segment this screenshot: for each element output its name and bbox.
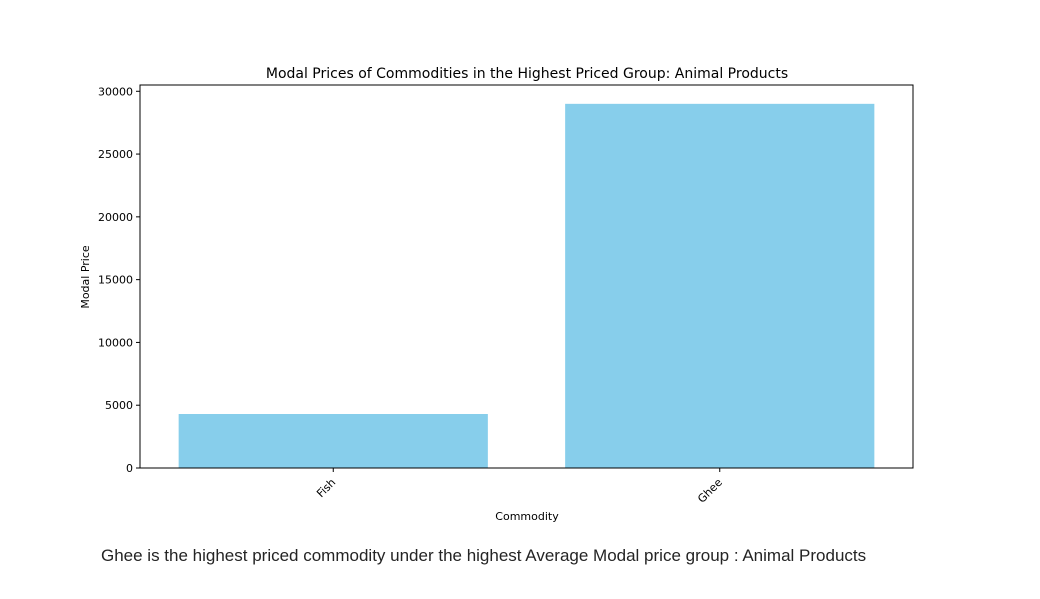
chart-title: Modal Prices of Commodities in the Highe… <box>266 66 788 82</box>
chart-caption: Ghee is the highest priced commodity und… <box>101 546 867 565</box>
y-tick-label: 25000 <box>98 148 133 161</box>
x-tick-label: Ghee <box>695 476 725 506</box>
y-tick-label: 20000 <box>98 211 133 224</box>
bar-ghee <box>565 103 875 469</box>
bar-chart: Modal Prices of Commodities in the Highe… <box>79 66 914 523</box>
y-tick-label: 15000 <box>98 274 133 287</box>
bars-layer <box>178 103 875 469</box>
plot-frame <box>139 84 914 469</box>
y-axis-label: Modal Price <box>79 245 92 309</box>
y-tick-label: 30000 <box>98 85 133 98</box>
x-axis-label: Commodity <box>495 510 559 523</box>
bar-fish <box>178 414 488 468</box>
y-tick-label: 0 <box>126 462 133 475</box>
y-axis-ticks: 0 5000 10000 15000 20000 25000 30000 <box>98 85 140 475</box>
x-axis-ticks: Fish Ghee <box>314 468 725 506</box>
y-tick-label: 10000 <box>98 336 133 349</box>
x-tick-label: Fish <box>314 476 338 500</box>
y-tick-label: 5000 <box>105 399 133 412</box>
